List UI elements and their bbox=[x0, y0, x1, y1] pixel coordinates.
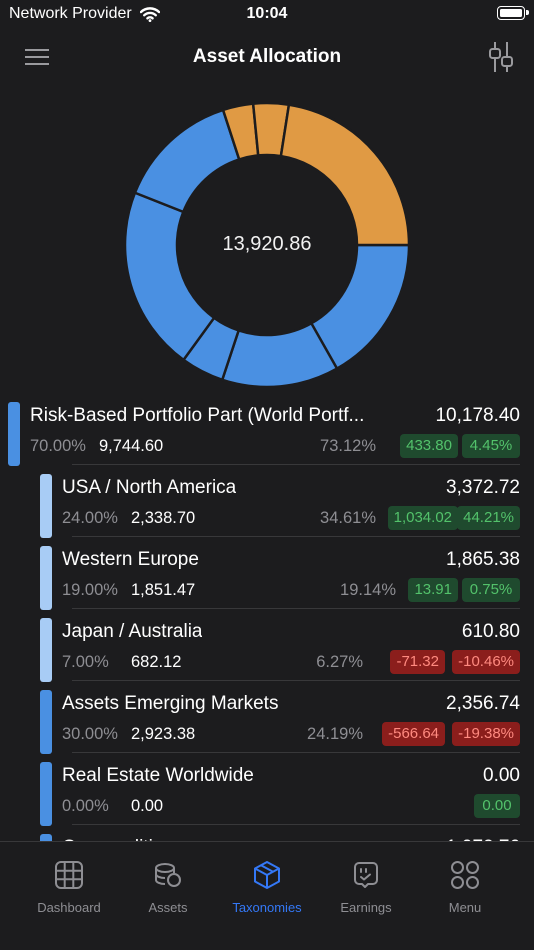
delta-value-badge: -566.64 bbox=[382, 722, 445, 746]
row-divider bbox=[72, 536, 520, 537]
target-percent: 0.00% bbox=[62, 797, 109, 815]
cube-icon bbox=[254, 861, 280, 889]
battery-icon bbox=[497, 6, 529, 20]
earnings-icon bbox=[354, 862, 378, 888]
delta-value-badge: 13.91 bbox=[408, 578, 458, 602]
row-divider bbox=[72, 608, 520, 609]
tab-label: Taxonomies bbox=[232, 900, 302, 915]
target-percent: 24.00% bbox=[62, 509, 118, 527]
allocation-color-bar bbox=[40, 762, 52, 826]
allocation-color-bar bbox=[40, 690, 52, 754]
tab-dashboard[interactable]: Dashboard bbox=[16, 842, 122, 932]
allocation-row[interactable]: Assets Emerging Markets 2,356.74 30.00% 2,9… bbox=[0, 685, 534, 757]
allocation-name: Western Europe bbox=[62, 549, 199, 570]
tab-assets[interactable]: Assets bbox=[115, 842, 221, 932]
target-percent: 70.00% bbox=[30, 437, 86, 455]
tab-bar: Dashboard Assets Taxonomies Earnings bbox=[0, 841, 534, 950]
allocation-list[interactable]: Risk-Based Portfolio Part (World Portf..… bbox=[0, 395, 534, 841]
carrier-label: Network Provider bbox=[9, 5, 132, 22]
allocation-name: Japan / Australia bbox=[62, 621, 203, 642]
target-value: 0.00 bbox=[131, 797, 164, 815]
actual-percent: 24.19% bbox=[307, 725, 363, 743]
sliders-icon bbox=[489, 42, 513, 72]
allocation-name: Commodities bbox=[62, 837, 173, 841]
allocation-name: Real Estate Worldwide bbox=[62, 765, 254, 786]
donut-total-value: 13,920.86 bbox=[222, 233, 312, 255]
allocation-name: USA / North America bbox=[62, 477, 237, 498]
navigation-bar: Asset Allocation bbox=[0, 34, 534, 80]
row-divider bbox=[72, 824, 520, 825]
allocation-donut-chart bbox=[123, 101, 411, 389]
allocation-total: 3,372.72 bbox=[446, 477, 520, 498]
status-bar: Network Provider 10:04 bbox=[0, 0, 534, 30]
delta-value-badge: -71.32 bbox=[390, 650, 445, 674]
allocation-row[interactable]: Risk-Based Portfolio Part (World Portf..… bbox=[0, 397, 534, 469]
status-carrier-group: Network Provider bbox=[9, 5, 160, 23]
allocation-total: 0.00 bbox=[483, 765, 520, 786]
donut-slice bbox=[133, 108, 241, 214]
actual-percent: 73.12% bbox=[320, 437, 376, 455]
allocation-color-bar bbox=[40, 474, 52, 538]
allocation-row[interactable]: Commodities 1,972.76 bbox=[0, 829, 534, 841]
tab-label: Assets bbox=[148, 900, 188, 915]
row-divider bbox=[72, 680, 520, 681]
grid-icon bbox=[55, 861, 83, 889]
allocation-total: 610.80 bbox=[461, 621, 520, 642]
tab-taxonomies[interactable]: Taxonomies bbox=[214, 842, 320, 932]
donut-slice bbox=[123, 191, 216, 362]
delta-value-badge: 1,034.02 bbox=[387, 506, 458, 530]
allocation-total: 1,972.76 bbox=[446, 837, 520, 841]
tab-label: Earnings bbox=[340, 900, 392, 915]
target-percent: 7.00% bbox=[62, 653, 109, 671]
coins-icon bbox=[155, 863, 181, 887]
actual-percent: 19.14% bbox=[340, 581, 396, 599]
allocation-total: 10,178.40 bbox=[435, 405, 520, 426]
target-value: 2,923.38 bbox=[131, 725, 196, 743]
allocation-name: Risk-Based Portfolio Part (World Portf..… bbox=[30, 405, 365, 426]
target-value: 682.12 bbox=[131, 653, 182, 671]
allocation-color-bar bbox=[40, 618, 52, 682]
hamburger-menu-button[interactable] bbox=[22, 44, 52, 70]
target-value: 9,744.60 bbox=[99, 437, 164, 455]
tab-earnings[interactable]: Earnings bbox=[313, 842, 419, 932]
delta-percent-badge: -10.46% bbox=[452, 650, 520, 674]
target-percent: 30.00% bbox=[62, 725, 118, 743]
delta-percent-badge: -19.38% bbox=[452, 722, 520, 746]
tab-label: Dashboard bbox=[37, 900, 101, 915]
hamburger-icon bbox=[25, 49, 49, 65]
allocation-row[interactable]: Real Estate Worldwide 0.00 0.00% 0.00 0.00 bbox=[0, 757, 534, 829]
row-divider bbox=[72, 752, 520, 753]
row-divider bbox=[72, 464, 520, 465]
allocation-total: 2,356.74 bbox=[446, 693, 520, 714]
actual-percent: 6.27% bbox=[316, 653, 363, 671]
page-title: Asset Allocation bbox=[192, 46, 342, 67]
menu-grid-icon bbox=[451, 861, 479, 889]
delta-value-badge: 433.80 bbox=[400, 434, 458, 458]
wifi-icon bbox=[139, 6, 160, 22]
delta-percent-badge: 4.45% bbox=[462, 434, 520, 458]
delta-percent-badge: 44.21% bbox=[457, 506, 520, 530]
allocation-row[interactable]: USA / North America 3,372.72 24.00% 2,338.7… bbox=[0, 469, 534, 541]
tab-menu[interactable]: Menu bbox=[412, 842, 518, 932]
delta-percent-badge: 0.00 bbox=[474, 794, 520, 818]
allocation-color-bar bbox=[40, 546, 52, 610]
allocation-color-bar bbox=[8, 402, 20, 466]
filter-button[interactable] bbox=[486, 40, 516, 74]
allocation-row[interactable]: Western Europe 1,865.38 19.00% 1,851.47 0.75… bbox=[0, 541, 534, 613]
actual-percent: 34.61% bbox=[320, 509, 376, 527]
target-percent: 19.00% bbox=[62, 581, 118, 599]
allocation-color-bar bbox=[40, 834, 52, 841]
target-value: 1,851.47 bbox=[131, 581, 196, 599]
tab-label: Menu bbox=[448, 900, 482, 915]
target-value: 2,338.70 bbox=[131, 509, 196, 527]
allocation-total: 1,865.38 bbox=[446, 549, 520, 570]
allocation-row[interactable]: Japan / Australia 610.80 7.00% 682.12 -10.46… bbox=[0, 613, 534, 685]
delta-percent-badge: 0.75% bbox=[462, 578, 520, 602]
status-time: 10:04 bbox=[246, 5, 288, 22]
donut-slice bbox=[279, 103, 411, 247]
allocation-name: Assets Emerging Markets bbox=[62, 693, 279, 714]
